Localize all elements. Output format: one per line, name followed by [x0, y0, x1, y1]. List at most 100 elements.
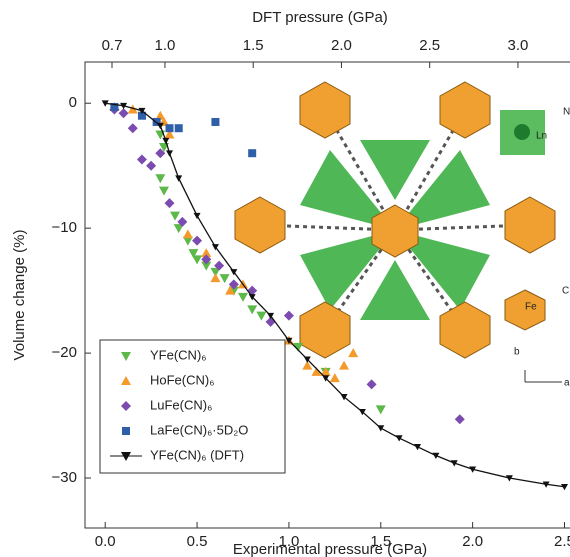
annotation: b [514, 347, 520, 358]
point [127, 104, 138, 114]
point [248, 149, 257, 158]
x-tick-label: 1.5 [370, 533, 391, 550]
point [158, 186, 169, 196]
annotation: Ln [536, 131, 547, 142]
point [267, 312, 275, 320]
x-tick-label: 0.5 [187, 533, 208, 550]
y-tick-label: −20 [52, 344, 77, 361]
legend-marker [121, 401, 131, 411]
point [118, 108, 129, 119]
legend-marker [121, 376, 131, 385]
point [155, 148, 166, 159]
point [322, 375, 330, 382]
point [155, 110, 166, 120]
point [219, 274, 230, 284]
point [340, 394, 348, 401]
point [237, 292, 248, 302]
point [375, 405, 386, 415]
point [175, 175, 183, 182]
point [248, 294, 256, 301]
x-axis-title: Experimental pressure (GPa) [233, 541, 427, 557]
point [138, 107, 146, 115]
annotation: N [563, 107, 570, 118]
point [120, 102, 128, 110]
point [166, 150, 174, 157]
point [210, 267, 221, 277]
point [377, 425, 385, 432]
point [230, 269, 238, 276]
point [432, 452, 440, 460]
point [192, 235, 203, 246]
legend-label: YFe(CN)₆ [150, 347, 207, 362]
point [155, 174, 166, 184]
point [164, 198, 175, 209]
point [146, 160, 157, 171]
x-tick-label: 2.0 [462, 533, 483, 550]
axis-frame [84, 61, 570, 529]
point [182, 236, 193, 246]
point [469, 466, 477, 473]
point [177, 216, 188, 227]
annotation: Fe [525, 302, 537, 313]
point [228, 279, 239, 290]
point [127, 123, 138, 134]
point [211, 244, 219, 251]
point [256, 311, 267, 321]
point [283, 310, 294, 321]
y-tick-label: −30 [52, 469, 77, 486]
x2-tick-label: 3.0 [508, 37, 529, 54]
point [285, 337, 293, 345]
point [366, 379, 377, 390]
x2-tick-label: 0.7 [102, 37, 123, 54]
point [201, 248, 212, 258]
point [174, 124, 183, 133]
legend-marker [122, 427, 130, 435]
x-tick-label: 2.5 [554, 533, 570, 550]
point [225, 285, 236, 295]
x2-tick-label: 2.5 [419, 37, 440, 54]
x-tick-label: 0.0 [95, 533, 116, 550]
point [192, 255, 203, 265]
point [247, 305, 258, 315]
point [156, 122, 164, 130]
point [450, 460, 458, 467]
point [188, 249, 199, 259]
x-tick-label: 1.0 [278, 533, 299, 550]
point [170, 211, 181, 221]
point [303, 356, 311, 363]
point [302, 360, 313, 370]
point [201, 254, 212, 265]
point [162, 137, 170, 145]
y-tick-label: −10 [52, 219, 77, 236]
point [293, 342, 304, 352]
x2-tick-label: 1.0 [155, 37, 176, 54]
crystal-structure-inset [234, 81, 562, 383]
legend-label: LaFe(CN)₆·5D₂O [150, 422, 248, 437]
point [193, 212, 201, 220]
point [210, 273, 221, 283]
point [395, 435, 403, 442]
legend-label: YFe(CN)₆ (DFT) [150, 447, 244, 462]
legend-label: HoFe(CN)₆ [150, 372, 214, 387]
annotation: C [562, 286, 569, 297]
point [165, 124, 174, 133]
legend-marker [121, 452, 131, 461]
point [137, 111, 146, 120]
point [329, 373, 340, 383]
point [414, 443, 422, 451]
annotation: a [564, 378, 570, 389]
point [164, 129, 175, 139]
legend-box [99, 339, 286, 474]
point [348, 348, 359, 358]
point [505, 475, 513, 482]
point [182, 229, 193, 239]
y-tick-label: 0 [69, 94, 77, 111]
point [101, 100, 109, 107]
point [110, 102, 119, 111]
point [339, 360, 350, 370]
point [211, 117, 220, 126]
point [358, 409, 366, 416]
point [542, 481, 550, 488]
point [214, 260, 225, 271]
